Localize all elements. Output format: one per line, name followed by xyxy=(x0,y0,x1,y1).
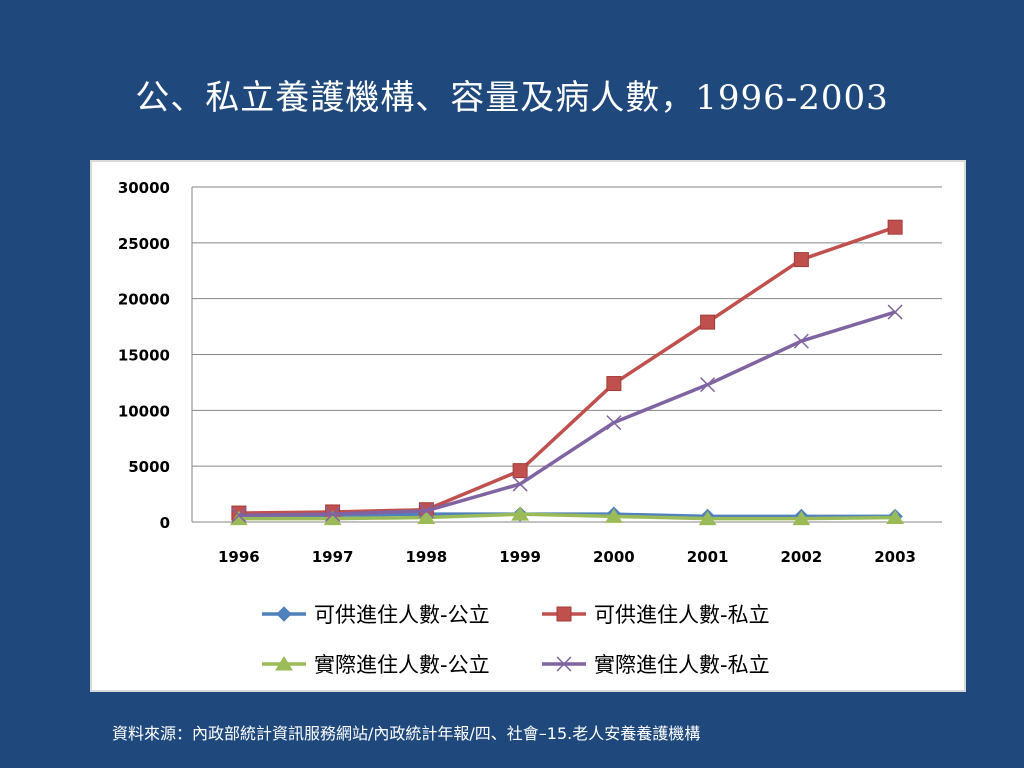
data-point xyxy=(700,377,716,393)
series-line xyxy=(238,310,896,518)
legend-label: 實際進住人數-公立 xyxy=(314,653,490,677)
data-point xyxy=(887,304,903,320)
y-tick-label: 15000 xyxy=(118,347,170,365)
series-line xyxy=(238,225,896,515)
data-point xyxy=(417,509,436,525)
y-tick-label: 10000 xyxy=(118,402,170,420)
legend-marker xyxy=(556,606,572,622)
data-point xyxy=(418,503,434,519)
data-point xyxy=(512,476,528,492)
y-tick-label: 20000 xyxy=(118,291,170,309)
legend-marker xyxy=(556,656,572,672)
line-chart: 30000 25000 20000 15000 10000 5000 0 1996 1997 19… xyxy=(118,179,942,677)
x-tick-label: 2000 xyxy=(593,548,635,566)
series-3 xyxy=(229,506,905,526)
series-2 xyxy=(231,219,903,521)
data-point xyxy=(698,510,717,526)
legend-marker xyxy=(275,656,293,671)
x-tick-label: 1998 xyxy=(406,548,448,566)
y-tick-label: 5000 xyxy=(128,458,170,476)
data-point xyxy=(700,314,716,330)
data-point xyxy=(604,508,623,523)
data-point xyxy=(792,510,811,526)
data-point xyxy=(511,506,530,521)
legend-marker xyxy=(276,606,292,622)
data-point xyxy=(606,376,622,392)
data-point xyxy=(793,333,809,349)
data-point xyxy=(606,415,622,431)
x-tick-label: 2003 xyxy=(874,548,916,566)
source-note: 資料來源：內政部統計資訊服務網站/內政統計年報/四、社會–15.老人安養養護機構 xyxy=(112,724,701,743)
x-tick-label: 2002 xyxy=(781,548,823,566)
legend-label: 實際進住人數-私立 xyxy=(594,653,770,677)
y-tick-label: 30000 xyxy=(118,179,170,197)
legend-item-2: 可供進住人數-私立 xyxy=(542,603,770,627)
y-tick-label: 0 xyxy=(160,514,170,532)
data-point xyxy=(325,506,341,522)
y-tick-label: 25000 xyxy=(118,235,170,253)
slide-title: 公、私立養護機構、容量及病人數，1996-2003 xyxy=(135,78,889,118)
series-4 xyxy=(231,304,903,523)
x-tick-label: 1999 xyxy=(499,548,541,566)
legend-item-3: 實際進住人數-公立 xyxy=(262,653,490,677)
data-point xyxy=(886,509,905,525)
x-tick-label: 1997 xyxy=(312,548,354,566)
legend-item-4: 實際進住人數-私立 xyxy=(542,653,770,677)
legend-label: 可供進住人數-私立 xyxy=(594,603,770,627)
x-tick-label: 1996 xyxy=(218,548,260,566)
legend-label: 可供進住人數-公立 xyxy=(314,603,490,627)
data-point xyxy=(793,252,809,268)
data-point xyxy=(229,510,248,526)
data-point xyxy=(512,463,528,479)
chart-frame: 30000 25000 20000 15000 10000 5000 0 1996 1997 19… xyxy=(90,160,966,692)
x-tick-label: 2001 xyxy=(687,548,729,566)
legend-item-1: 可供進住人數-公立 xyxy=(262,603,490,627)
data-point xyxy=(231,507,247,523)
data-point xyxy=(887,219,903,235)
series-line xyxy=(238,512,896,521)
